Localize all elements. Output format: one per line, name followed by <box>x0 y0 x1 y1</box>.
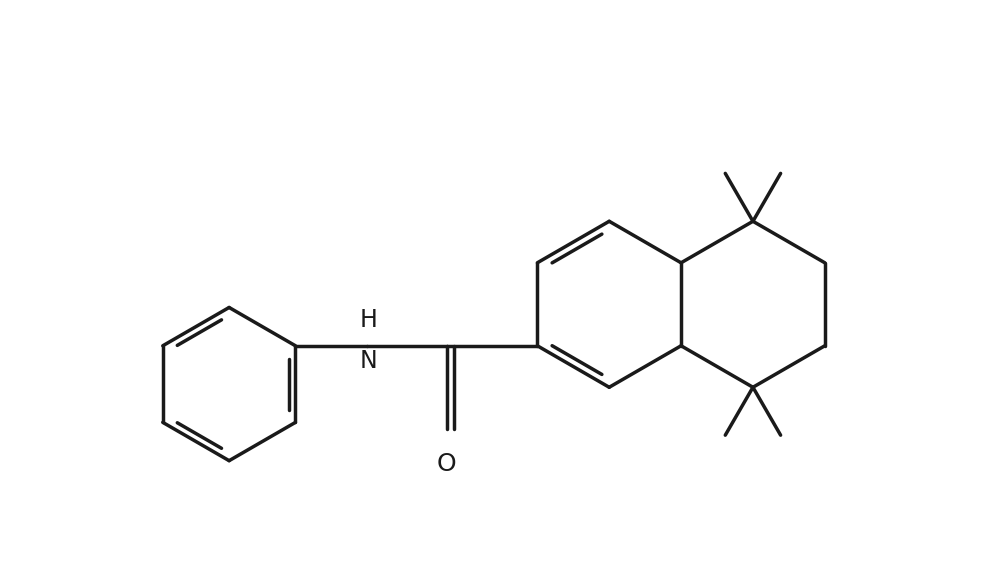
Text: N: N <box>359 349 377 373</box>
Text: H: H <box>359 308 377 332</box>
Text: O: O <box>436 452 456 476</box>
